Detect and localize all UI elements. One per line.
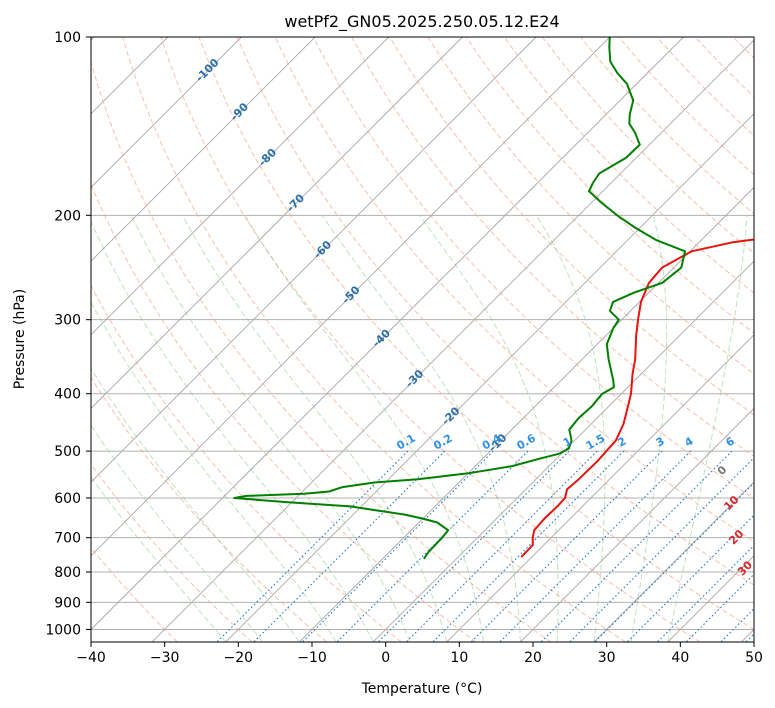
isotherm-line [91, 37, 316, 262]
y-tick-label: 500 [54, 444, 81, 460]
y-tick-label: 700 [54, 531, 81, 547]
moist-adiabat-line [91, 476, 227, 642]
isotherm-line [91, 37, 611, 557]
x-tick-label: 50 [745, 650, 763, 666]
y-tick-label: 400 [54, 387, 81, 403]
axis-ticks: −40 −30 −20 −10 0 10 20 30 40 50 100 200 300 400 500 60… [45, 30, 763, 666]
mixing-ratio-line [626, 514, 754, 642]
chart-title: wetPf2_GN05.2025.250.05.12.E24 [284, 12, 559, 32]
isotherm-line [446, 334, 754, 642]
mixing-ratio-line [432, 450, 625, 642]
plot-area [91, 37, 754, 642]
mixing-ratio-line [470, 450, 663, 642]
isotherm-line [91, 37, 390, 336]
dry-adiabat-line [236, 37, 754, 586]
dry-adiabat-line [198, 37, 754, 630]
moist-adiabat-label: 40 [751, 586, 771, 606]
isotherm-line [91, 37, 242, 189]
profile-series-0 [520, 238, 754, 558]
dry-adiabat-line [160, 37, 701, 642]
dry-adiabat-line [91, 546, 178, 642]
y-tick-label: 200 [54, 208, 81, 224]
x-tick-label: 30 [598, 650, 616, 666]
moist-adiabat-line [91, 424, 263, 642]
x-tick-label: 10 [450, 650, 468, 666]
dry-adiabat-line [122, 37, 626, 642]
x-tick-label: −40 [76, 650, 106, 666]
mixing-ratio-line [377, 450, 570, 642]
y-axis-label: Pressure (hPa) [12, 289, 28, 389]
x-tick-label: −30 [150, 650, 180, 666]
dry-adiabat-line [91, 182, 477, 642]
moist-adiabat-line [419, 215, 559, 642]
dry-adiabat-line [91, 60, 552, 642]
profile-series-1 [233, 37, 686, 560]
isotherm-line [225, 113, 754, 642]
dry-adiabat-line [771, 37, 775, 642]
mixing-ratio-line [302, 450, 494, 642]
moist-adiabat-line [130, 215, 411, 642]
y-tick-label: 800 [54, 565, 81, 581]
y-tick-label: 1000 [45, 622, 81, 638]
mixing-ratio-line [499, 450, 692, 642]
x-tick-label: −20 [224, 650, 254, 666]
isotherm-line [151, 39, 754, 642]
mixing-ratio-line [405, 450, 598, 642]
mixing-ratio-line [720, 608, 754, 642]
x-tick-label: −10 [297, 650, 327, 666]
dry-adiabat-line [91, 284, 402, 642]
x-axis-label: Temperature (°C) [361, 681, 483, 697]
x-tick-label: 0 [381, 650, 390, 666]
moist-adiabat-line [667, 215, 748, 642]
plot-frame [90, 36, 755, 643]
mixing-ratio-line [657, 544, 754, 642]
dry-adiabat-line [312, 37, 754, 500]
mixing-ratio-line [540, 450, 733, 642]
moist-adiabat-line [535, 215, 606, 642]
isotherm-line [520, 407, 754, 642]
dry-adiabat-line [389, 37, 754, 416]
moist-adiabat-line [321, 215, 521, 642]
isotherm-line [372, 260, 754, 642]
moist-adiabat-line [182, 215, 448, 642]
isotherm-line [91, 37, 463, 410]
moist-adiabat-line [630, 215, 668, 642]
isotherm-line [593, 481, 754, 642]
moist-adiabat-line [244, 215, 485, 642]
moist-adiabat-line [91, 301, 337, 642]
mixing-ratio-line [253, 450, 446, 642]
y-tick-label: 900 [54, 595, 81, 611]
dry-adiabat-line [427, 37, 754, 375]
moist-adiabat-line [91, 367, 300, 642]
dry-adiabat-line [503, 37, 754, 294]
mixing-ratio-line [336, 450, 529, 642]
x-tick-label: 40 [671, 650, 689, 666]
series-lines [233, 37, 754, 560]
moist-adiabat-label: 30 [735, 558, 755, 578]
plot-content: -100-90-80-70-60-50-40-30-20-100.1 0.2 0.4… [91, 37, 775, 642]
dry-adiabat-line [91, 376, 328, 642]
isotherm-line [91, 37, 537, 483]
y-tick-label: 600 [54, 491, 81, 507]
x-tick-label: 20 [524, 650, 542, 666]
dry-adiabat-line [91, 463, 253, 642]
background-lines [91, 37, 775, 642]
mixing-ratio-line [569, 457, 754, 642]
mixing-ratio-line [685, 573, 754, 642]
y-tick-label: 300 [54, 313, 81, 329]
y-tick-label: 100 [54, 30, 81, 46]
